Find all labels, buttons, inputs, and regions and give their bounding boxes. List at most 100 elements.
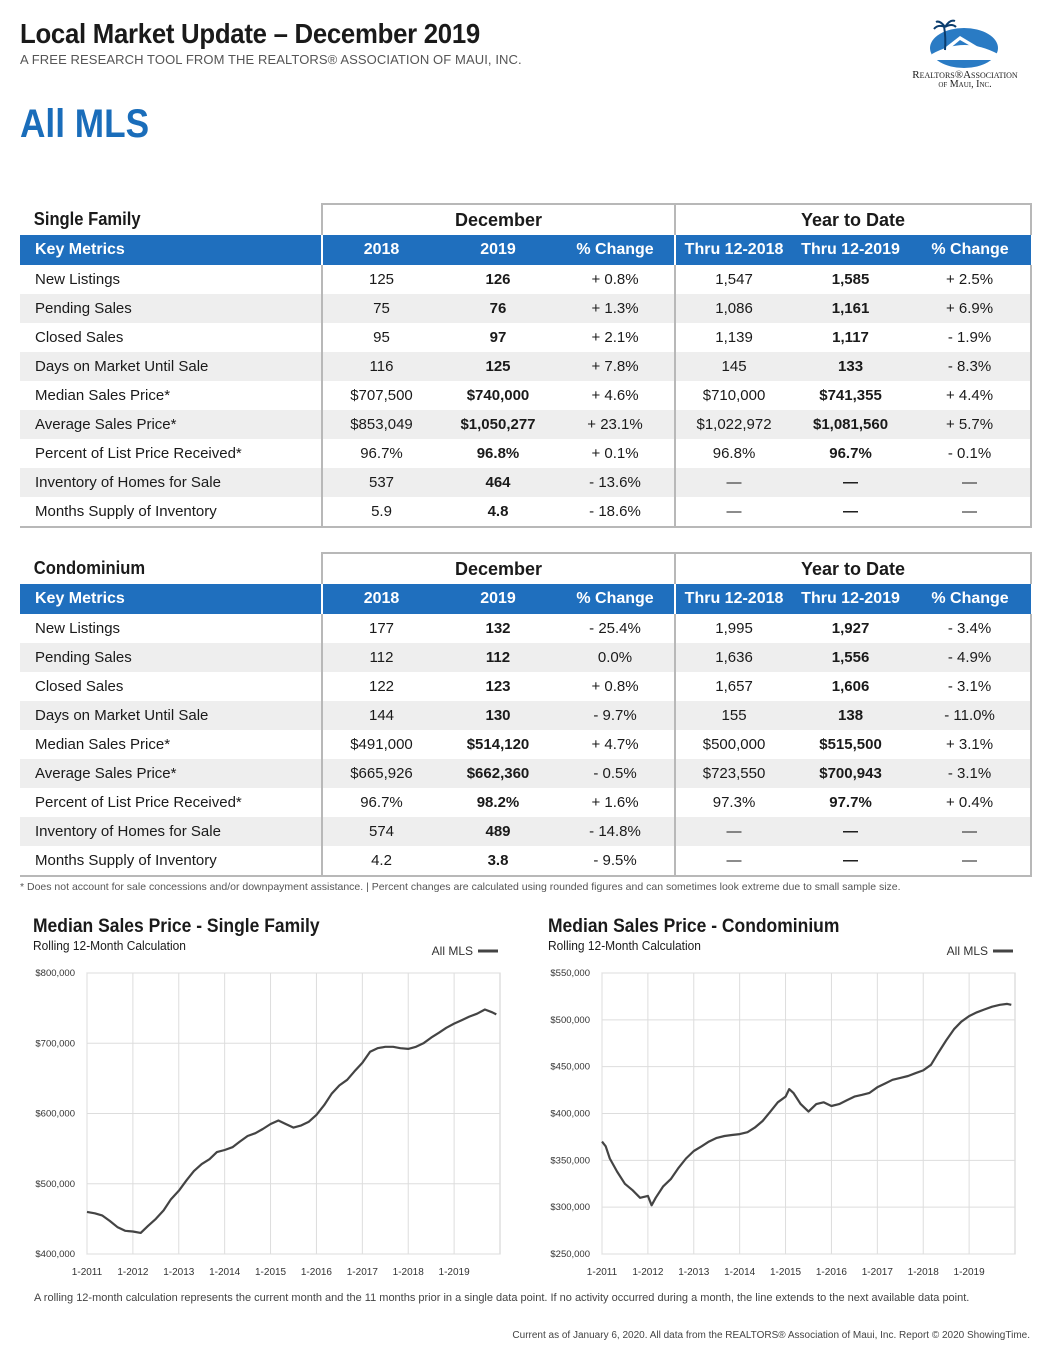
table-row: Days on Market Until Sale 144 130- 9.7% 155… bbox=[20, 701, 1033, 730]
x-tick-label: 1-2019 bbox=[954, 1267, 986, 1278]
x-tick-label: 1-2016 bbox=[301, 1267, 333, 1278]
metric-value: 1,139 bbox=[674, 323, 793, 352]
metric-value: $741,355 bbox=[819, 387, 882, 404]
metric-label: Percent of List Price Received* bbox=[35, 794, 242, 811]
metric-value: + 1.6% bbox=[591, 794, 639, 811]
metric-value: $707,500 bbox=[321, 381, 440, 410]
table-row: New Listings 125 126 + 0.8% 1,547 1,585 + 2.5% bbox=[20, 265, 1033, 294]
table-row: Median Sales Price* $707,500 $740,000 + 4.6… bbox=[20, 381, 1033, 410]
single-family-median-price-chart: $400,000 $500,000 $600,000 $700,000 $800,000… bbox=[35, 944, 501, 1278]
metric-value: $500,000 bbox=[674, 730, 793, 759]
table-row: Median Sales Price* $491,000 $514,120 + 4.7… bbox=[20, 730, 1033, 759]
metric-value: $700,943 bbox=[792, 759, 910, 788]
metric-label: Closed Sales bbox=[35, 678, 124, 695]
legend-label: All MLS bbox=[432, 944, 473, 958]
metric-value: + 2.1% bbox=[591, 329, 639, 346]
metric-value: 155 bbox=[674, 701, 793, 730]
column-header: 2019 bbox=[440, 584, 556, 614]
metric-value: - 25.4% bbox=[589, 620, 641, 637]
metric-value: 112 bbox=[440, 643, 556, 672]
metric-label: Percent of List Price Received* bbox=[35, 445, 242, 462]
metric-value: $1,081,560 bbox=[792, 410, 910, 439]
metric-value: + 1.3% bbox=[556, 294, 676, 323]
y-tick-label: $400,000 bbox=[35, 1249, 75, 1260]
metric-value: 95 bbox=[321, 323, 440, 352]
x-tick-label: 1-2011 bbox=[587, 1267, 618, 1278]
metric-value: — bbox=[792, 468, 910, 497]
metric-value: 138 bbox=[792, 701, 910, 730]
x-tick-label: 1-2012 bbox=[117, 1267, 149, 1278]
metric-value: - 8.3% bbox=[909, 352, 1033, 381]
x-tick-label: 1-2015 bbox=[255, 1267, 287, 1278]
table-row: Percent of List Price Received* 96.7% 96.8… bbox=[20, 439, 1033, 468]
column-header: 2019 bbox=[440, 235, 556, 265]
metric-value: 97.3% bbox=[674, 788, 793, 817]
x-tick-label: 1-2013 bbox=[678, 1267, 710, 1278]
metric-label: New Listings bbox=[35, 271, 121, 288]
metric-value: 1,086 bbox=[674, 294, 793, 323]
group-header-december: December bbox=[320, 552, 676, 584]
metric-label: New Listings bbox=[35, 620, 121, 637]
table-row: Pending Sales 75 76 + 1.3% 1,086 1,161 + 6.9% bbox=[20, 294, 1033, 323]
metric-value: - 9.5% bbox=[556, 846, 676, 877]
metric-value: $515,500 bbox=[819, 736, 882, 753]
metric-value: 1,161 bbox=[792, 294, 910, 323]
metric-value: 3.8 bbox=[440, 846, 556, 877]
x-tick-label: 1-2018 bbox=[908, 1267, 940, 1278]
column-header: % Change bbox=[556, 235, 676, 265]
metric-value: 125 bbox=[440, 352, 556, 381]
metric-value: - 1.9% bbox=[909, 323, 1033, 352]
condominium-median-price-chart: $250,000 $300,000 $350,000 $400,000 $450,000… bbox=[550, 944, 1016, 1278]
column-header: % Change bbox=[556, 584, 676, 614]
x-tick-label: 1-2015 bbox=[770, 1267, 802, 1278]
metric-value: 125 bbox=[321, 265, 440, 294]
column-header: 2018 bbox=[321, 584, 440, 614]
metric-value: + 0.8% bbox=[591, 271, 639, 288]
metric-value: + 7.8% bbox=[556, 352, 676, 381]
metric-value: 123 bbox=[485, 678, 511, 695]
metric-value: — bbox=[792, 846, 910, 877]
metric-value: 96.7% bbox=[829, 445, 872, 462]
chart-title: Median Sales Price - Condominium bbox=[548, 916, 840, 937]
metric-value: + 0.8% bbox=[591, 678, 639, 695]
x-tick-label: 1-2014 bbox=[724, 1267, 756, 1278]
legend-label: All MLS bbox=[947, 944, 988, 958]
metric-value: 1,927 bbox=[831, 620, 870, 637]
report-subtitle: A FREE RESEARCH TOOL FROM THE REALTORS® … bbox=[20, 52, 522, 67]
column-header: % Change bbox=[909, 584, 1032, 614]
y-tick-label: $600,000 bbox=[35, 1109, 75, 1120]
metric-value: - 0.1% bbox=[909, 439, 1033, 468]
metric-label: Pending Sales bbox=[20, 294, 322, 323]
metric-value: 97 bbox=[489, 329, 507, 346]
table-row: Pending Sales 112 112 0.0% 1,636 1,556- 4.9% bbox=[20, 643, 1033, 672]
current-as-of: Current as of January 6, 2020. All data … bbox=[512, 1330, 1030, 1341]
metric-value: 1,995 bbox=[674, 614, 793, 643]
metric-value: $514,120 bbox=[466, 736, 530, 753]
metric-value: 96.7% bbox=[321, 788, 440, 817]
metric-value: 0.0% bbox=[556, 643, 676, 672]
x-tick-label: 1-2017 bbox=[347, 1267, 379, 1278]
chart-subtitle: Rolling 12-Month Calculation bbox=[33, 938, 186, 953]
metric-value: $662,360 bbox=[440, 759, 556, 788]
chart-note: A rolling 12-month calculation represent… bbox=[34, 1292, 970, 1304]
metric-value: 1,606 bbox=[831, 678, 870, 695]
x-tick-label: 1-2016 bbox=[816, 1267, 848, 1278]
footnote: * Does not account for sale concessions … bbox=[20, 881, 901, 893]
metric-value: 1,657 bbox=[674, 672, 793, 701]
metric-value: 1,547 bbox=[674, 265, 793, 294]
metric-value: + 23.1% bbox=[556, 410, 676, 439]
metric-value: 144 bbox=[321, 701, 440, 730]
metric-value: - 9.7% bbox=[556, 701, 676, 730]
metric-value: + 2.5% bbox=[909, 265, 1033, 294]
region-title: All MLS bbox=[20, 102, 150, 146]
metric-value: + 3.1% bbox=[909, 730, 1033, 759]
metric-label: Pending Sales bbox=[20, 643, 322, 672]
table-row: New Listings 177 132 - 25.4% 1,995 1,927 - 3.4… bbox=[20, 614, 1033, 643]
metric-value: $665,926 bbox=[321, 759, 440, 788]
table-row: Average Sales Price* $665,926 $662,360- 0.… bbox=[20, 759, 1033, 788]
metric-value: - 18.6% bbox=[556, 497, 676, 528]
metric-value: 1,117 bbox=[832, 329, 869, 346]
y-tick-label: $500,000 bbox=[550, 1015, 590, 1026]
realtors-association-logo: Realtors®Association of Maui, Inc. bbox=[898, 14, 1032, 94]
metric-value: 75 bbox=[321, 294, 440, 323]
